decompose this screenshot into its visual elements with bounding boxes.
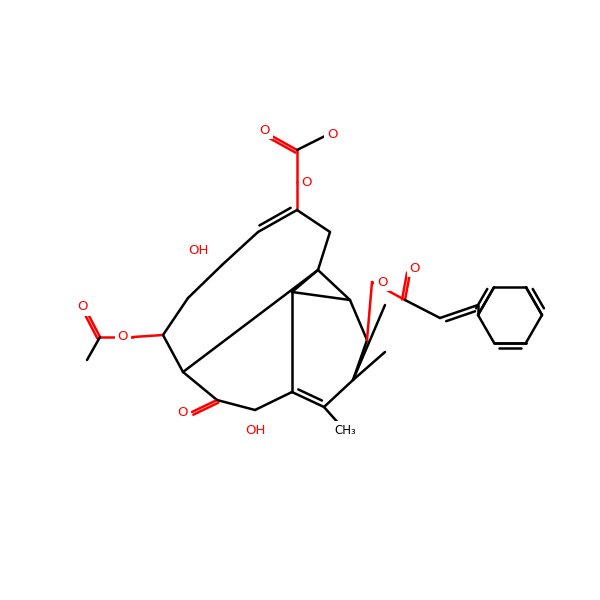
Text: O: O xyxy=(302,175,312,188)
Text: O: O xyxy=(410,262,420,275)
Text: O: O xyxy=(377,275,387,289)
Text: O: O xyxy=(118,331,128,343)
Text: OH: OH xyxy=(245,424,265,437)
Text: O: O xyxy=(177,406,187,419)
Text: O: O xyxy=(327,128,337,142)
Text: O: O xyxy=(260,124,270,136)
Text: OH: OH xyxy=(188,244,208,257)
Text: O: O xyxy=(77,301,87,313)
Text: CH₃: CH₃ xyxy=(334,424,356,437)
